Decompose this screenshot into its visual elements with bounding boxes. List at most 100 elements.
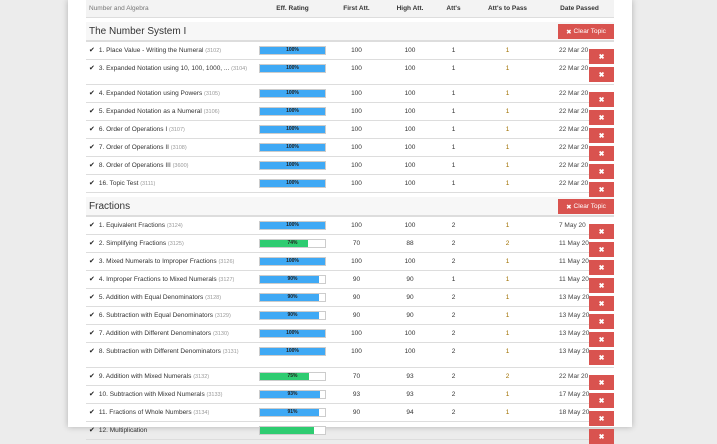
lesson-link[interactable]: 10. Subtraction with Mixed Numerals (313… bbox=[99, 390, 223, 400]
lesson-code: (3127) bbox=[218, 277, 235, 283]
table-row: ✔ 1. Equivalent Fractions (3124) 100% 100 10… bbox=[86, 217, 614, 239]
lesson-name-cell: ✔ 7. Addition with Different Denominators… bbox=[86, 329, 255, 339]
delete-result-button[interactable]: ✖ bbox=[589, 278, 614, 293]
date-passed: 22 Mar 20 bbox=[559, 162, 589, 169]
eff-rating-label: 90% bbox=[287, 312, 298, 318]
pass-cell: 1 bbox=[505, 144, 510, 151]
lesson-link[interactable]: 8. Order of Operations III (3600) bbox=[99, 161, 189, 171]
high-cell: 88 bbox=[406, 240, 414, 247]
delete-result-button[interactable]: ✖ bbox=[589, 128, 614, 143]
delete-result-button[interactable]: ✖ bbox=[589, 332, 614, 347]
delete-result-button[interactable]: ✖ bbox=[589, 314, 614, 329]
atts-cell: 2 bbox=[451, 258, 456, 265]
lesson-link[interactable]: 8. Subtraction with Different Denominato… bbox=[99, 347, 239, 357]
eff-rating-fill bbox=[260, 222, 325, 229]
eff-rating-fill bbox=[260, 294, 319, 301]
lesson-link[interactable]: 7. Order of Operations II (3108) bbox=[99, 143, 187, 153]
delete-result-button[interactable]: ✖ bbox=[589, 375, 614, 390]
delete-result-button[interactable]: ✖ bbox=[589, 350, 614, 365]
clear-topic-label: Clear Topic bbox=[573, 28, 606, 35]
lesson-link[interactable]: 5. Addition with Equal Denominators (312… bbox=[99, 293, 221, 303]
lesson-link[interactable]: 7. Addition with Different Denominators … bbox=[99, 329, 229, 339]
checkmark-icon: ✔ bbox=[89, 47, 95, 54]
table-row: ✔ 7. Order of Operations II (3108) 100% 100… bbox=[86, 139, 614, 161]
high-cell: 100 bbox=[404, 144, 416, 151]
clear-topic-button[interactable]: ✖ Clear Topic bbox=[558, 24, 614, 39]
lesson-name-cell: ✔ 6. Order of Operations I (3107) bbox=[86, 125, 255, 135]
lesson-name-cell: ✔ 1. Place Value - Writing the Numeral (3… bbox=[86, 46, 255, 56]
close-icon: ✖ bbox=[598, 114, 605, 122]
lesson-link[interactable]: 3. Mixed Numerals to Improper Fractions … bbox=[99, 257, 234, 267]
delete-result-button[interactable]: ✖ bbox=[589, 67, 614, 82]
delete-result-button[interactable]: ✖ bbox=[589, 411, 614, 426]
atts-cell: 1 bbox=[451, 180, 456, 187]
delete-result-button[interactable]: ✖ bbox=[589, 224, 614, 239]
high-cell: 93 bbox=[406, 373, 414, 380]
eff-rating-bar: 91% bbox=[259, 408, 326, 417]
date-passed: 11 May 20 bbox=[559, 258, 589, 265]
eff-rating-bar: 100% bbox=[259, 257, 326, 266]
eff-rating-label: 100% bbox=[286, 126, 299, 132]
eff-rating-bar: 100% bbox=[259, 46, 326, 55]
eff-rating-label: 93% bbox=[287, 391, 298, 397]
delete-result-button[interactable]: ✖ bbox=[589, 92, 614, 107]
delete-result-button[interactable]: ✖ bbox=[589, 164, 614, 179]
lesson-code: (3104) bbox=[231, 66, 248, 72]
clear-topic-button[interactable]: ✖ Clear Topic bbox=[558, 199, 614, 214]
clear-topic-label: Clear Topic bbox=[573, 203, 606, 210]
lesson-link[interactable]: 3. Expanded Notation using 10, 100, 1000… bbox=[99, 64, 247, 74]
eff-rating-label: 90% bbox=[287, 294, 298, 300]
eff-rating-fill bbox=[260, 348, 325, 355]
table-row: ✔ 4. Improper Fractions to Mixed Numerals… bbox=[86, 271, 614, 293]
eff-rating-label: 100% bbox=[286, 47, 299, 53]
lesson-link[interactable]: 4. Expanded Notation using Powers (3105) bbox=[99, 89, 220, 99]
lesson-link[interactable]: 11. Fractions of Whole Numbers (3134) bbox=[99, 408, 209, 418]
delete-result-button[interactable]: ✖ bbox=[589, 260, 614, 275]
lesson-link[interactable]: 5. Expanded Notation as a Numeral (3106) bbox=[99, 107, 220, 117]
delete-result-button[interactable]: ✖ bbox=[589, 110, 614, 125]
delete-result-button[interactable]: ✖ bbox=[589, 429, 614, 444]
lesson-code: (3124) bbox=[166, 223, 183, 229]
eff-rating-bar: 100% bbox=[259, 347, 326, 356]
lesson-link[interactable]: 9. Addition with Mixed Numerals (3132) bbox=[99, 372, 209, 382]
lesson-link[interactable]: 16. Topic Test (3111) bbox=[99, 179, 155, 189]
date-passed: 22 Mar 20 bbox=[559, 47, 589, 54]
date-passed: 18 May 20 bbox=[559, 409, 590, 416]
high-cell: 100 bbox=[404, 90, 416, 97]
date-passed: 22 Mar 20 bbox=[559, 373, 589, 380]
lesson-code: (3111) bbox=[140, 181, 156, 187]
pass-cell: 1 bbox=[505, 312, 510, 319]
first-cell: 100 bbox=[351, 65, 362, 72]
eff-rating-fill bbox=[260, 391, 321, 398]
atts-cell: 2 bbox=[451, 222, 456, 229]
lesson-link[interactable]: 6. Subtraction with Equal Denominators (… bbox=[99, 311, 231, 321]
eff-cell: 100% bbox=[255, 89, 330, 98]
delete-result-button[interactable]: ✖ bbox=[589, 49, 614, 64]
lesson-link[interactable]: 6. Order of Operations I (3107) bbox=[99, 125, 185, 135]
lesson-link[interactable]: 1. Place Value - Writing the Numeral (31… bbox=[99, 46, 221, 56]
section-title: Fractions bbox=[89, 200, 131, 212]
delete-result-button[interactable]: ✖ bbox=[589, 242, 614, 257]
delete-result-button[interactable]: ✖ bbox=[589, 296, 614, 311]
checkmark-icon: ✔ bbox=[89, 391, 95, 398]
checkmark-icon: ✔ bbox=[89, 108, 95, 115]
date-passed: 13 May 20 bbox=[559, 330, 590, 337]
checkmark-icon: ✔ bbox=[89, 65, 95, 72]
lesson-name: 16. Topic Test bbox=[98, 180, 139, 187]
lesson-link[interactable]: 1. Equivalent Fractions (3124) bbox=[99, 221, 183, 231]
eff-cell: 100% bbox=[255, 125, 330, 134]
delete-result-button[interactable]: ✖ bbox=[589, 146, 614, 161]
eff-rating-fill bbox=[260, 276, 319, 283]
lesson-link[interactable]: 2. Simplifying Fractions (3125) bbox=[99, 239, 184, 249]
high-cell: 100 bbox=[404, 126, 416, 133]
lesson-name: 5. Addition with Equal Denominators bbox=[98, 294, 204, 301]
atts-cell: 2 bbox=[451, 294, 456, 301]
lesson-link[interactable]: 12. Multiplication bbox=[99, 426, 147, 436]
header-high: High Att. bbox=[396, 5, 424, 12]
delete-result-button[interactable]: ✖ bbox=[589, 393, 614, 408]
delete-result-button[interactable]: ✖ bbox=[589, 182, 614, 197]
eff-rating-fill bbox=[260, 162, 325, 169]
lesson-link[interactable]: 4. Improper Fractions to Mixed Numerals … bbox=[99, 275, 234, 285]
eff-rating-fill bbox=[260, 180, 325, 187]
first-cell: 100 bbox=[351, 222, 362, 229]
